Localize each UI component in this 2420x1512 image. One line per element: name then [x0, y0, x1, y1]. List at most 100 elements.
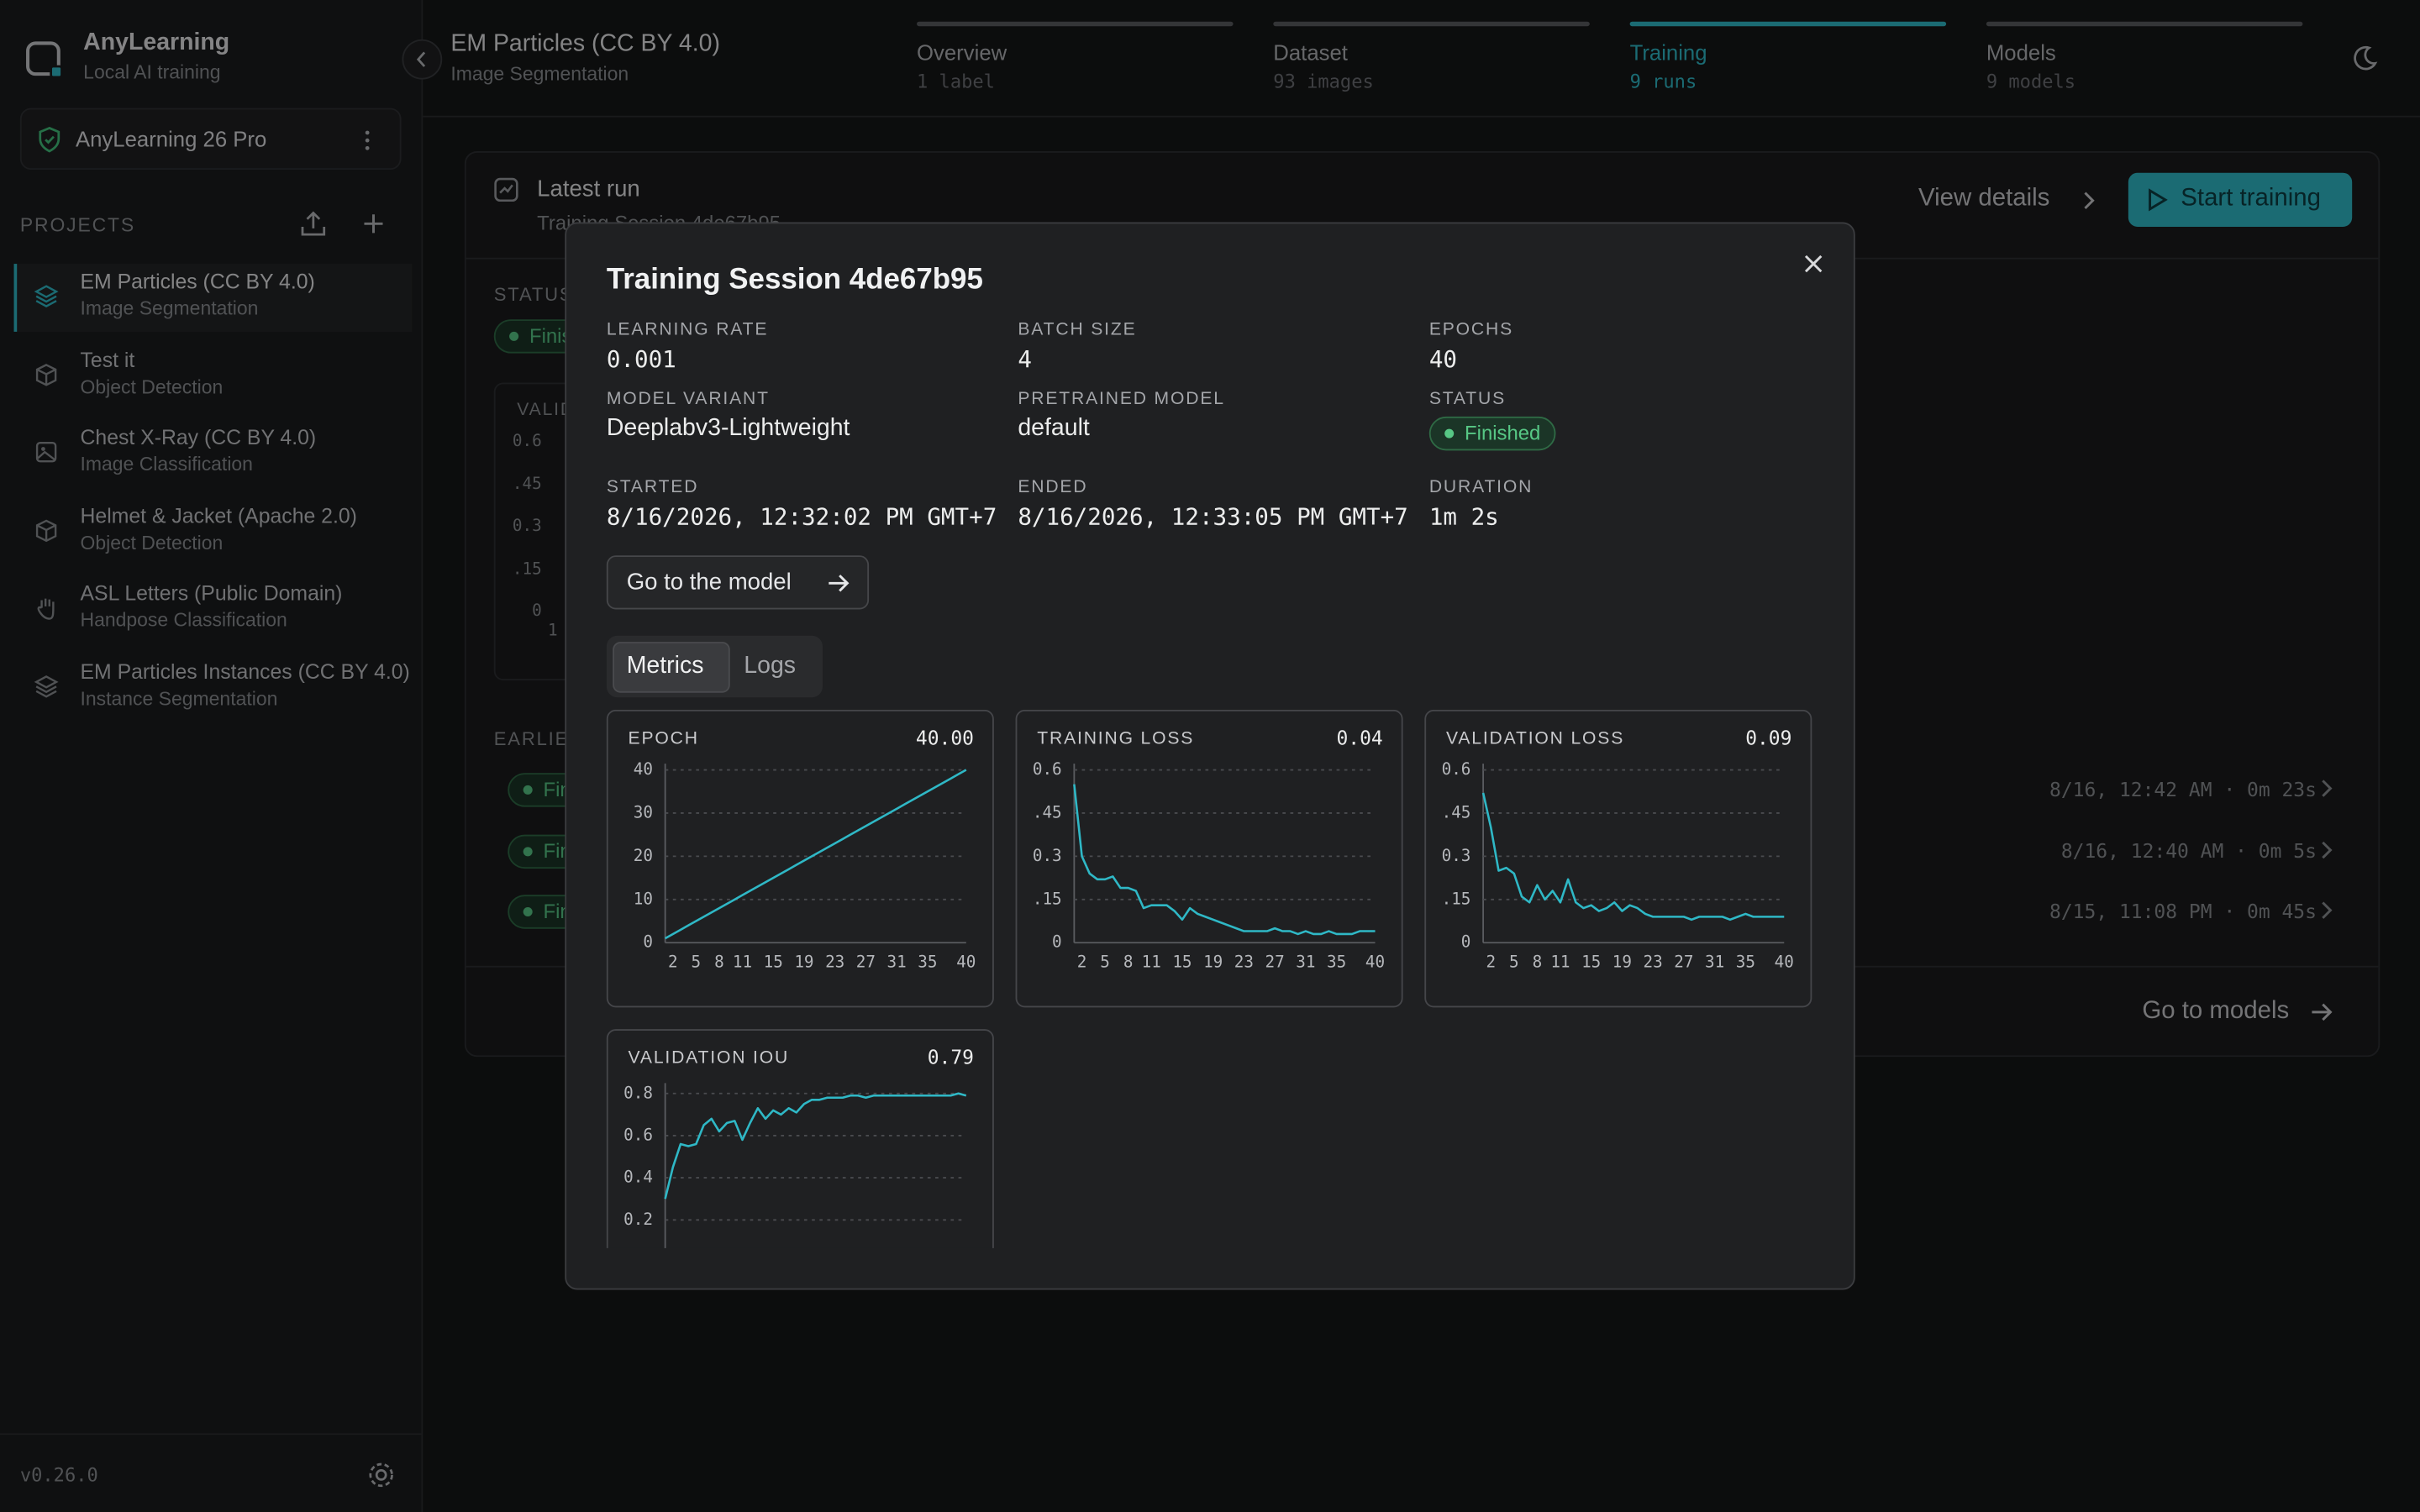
project-item[interactable]: ASL Letters (Public Domain) Handpose Clas… [0, 576, 409, 644]
close-button[interactable] [1802, 253, 1824, 275]
step-label[interactable]: Models [1986, 39, 2056, 66]
project-icon [34, 285, 59, 307]
step-label[interactable]: Overview [917, 39, 1007, 66]
more-icon[interactable] [361, 128, 374, 152]
field-label: STATUS [1428, 390, 1507, 409]
sidebar: AnyLearning Local AI training AnyLearnin… [0, 0, 424, 1512]
start-training-button[interactable]: Start training [2128, 172, 2353, 228]
y-tick-label: 0 [1052, 932, 1062, 952]
field-label: STARTED [606, 478, 699, 497]
theme-toggle[interactable] [2350, 45, 2378, 72]
y-tick-label: 10 [634, 889, 653, 908]
field-value: default [1018, 415, 1090, 442]
y-tick-label: 0.3 [1033, 846, 1062, 865]
x-tick-label: 31 [1296, 953, 1315, 972]
field-label: BATCH SIZE [1018, 321, 1137, 340]
project-name: ASL Letters (Public Domain) [80, 582, 343, 606]
x-tick-label: 31 [887, 953, 907, 972]
metric-chart: EPOCH 40.00 40 30 20 10 02 5 8 11 15 19 23 27 31 35 40 [629, 727, 976, 972]
project-item[interactable]: Helmet & Jacket (Apache 2.0) Object Detec… [0, 498, 409, 566]
metric-card: TRAINING LOSS 0.04 0.6 .45 0.3 .15 0 2 5 8 11 15 19 2… [1015, 709, 1403, 1008]
collapse-button[interactable] [402, 39, 444, 81]
y-tick-label: .45 [1033, 802, 1062, 822]
metric-chart: VALIDATION LOSS 0.09 0.6 .45 0.3 .15 02 5 8 11 15 1… [1442, 727, 1794, 972]
header-divider [423, 115, 2420, 118]
arrow-icon [2312, 1003, 2333, 1021]
settings-icon[interactable] [367, 1461, 395, 1488]
metric-card: EPOCH 40.00 40 30 20 10 0 2 5 8 11 15 19 23 27 31 35 40 [606, 709, 994, 1008]
project-name: Test it [80, 348, 135, 371]
project-item[interactable]: Test it Object Detection [0, 342, 409, 410]
x-tick-label: 40 [1775, 953, 1794, 972]
shield-icon [39, 126, 60, 153]
project-icon [35, 363, 57, 386]
add-icon[interactable] [361, 212, 386, 236]
project-item[interactable]: Chest X-Ray (CC BY 4.0) Image Classificat… [0, 420, 409, 488]
tab-active-bg [613, 642, 730, 693]
tab-metrics[interactable]: Metrics [626, 652, 704, 680]
step-label[interactable]: Training [1629, 39, 1707, 66]
y-tick-label: .15 [1442, 889, 1471, 908]
metric-card: VALIDATION LOSS 0.09 0.6 .45 0.3 .15 0 2 5 8 11 15 1… [1424, 709, 1812, 1008]
status-badge: Finished [1428, 416, 1556, 451]
tab-logs[interactable]: Logs [744, 652, 797, 680]
project-type: Image Classification [80, 454, 253, 476]
x-tick-label: 40 [1365, 953, 1385, 972]
step-detail: 9 models [1986, 71, 2076, 93]
field-label: ENDED [1018, 478, 1088, 497]
x-tick-label: 5 [1100, 953, 1110, 972]
project-name: EM Particles Instances (CC BY 4.0) [80, 660, 409, 684]
x-tick-label: 11 [733, 953, 752, 972]
go-to-model-button[interactable]: Go to the model [606, 555, 870, 610]
project-item[interactable]: EM Particles (CC BY 4.0) Image Segmentati… [13, 264, 413, 332]
x-tick-label: 19 [1203, 953, 1223, 972]
run-time: 8/16, 12:40 AM · 0m 5s [2060, 838, 2317, 862]
field-label: PRETRAINED MODEL [1018, 390, 1225, 409]
y-tick-label: .15 [1033, 889, 1062, 908]
app-name: AnyLearning [83, 29, 230, 56]
x-tick-label: 5 [1509, 953, 1519, 972]
y-tick-label: 0.6 [1442, 759, 1471, 779]
status-heading: STATUS [493, 283, 574, 306]
field-value: 1m 2s [1428, 502, 1499, 531]
field-value: 8/16/2026, 12:32:02 PM GMT+7 [606, 502, 997, 531]
chevron-icon [2322, 840, 2333, 858]
x-tick-label: 40 [956, 953, 976, 972]
x-tick-label: 19 [1612, 953, 1632, 972]
x-tick-label: 23 [825, 953, 844, 972]
y-tick-label: 20 [634, 846, 653, 865]
project-type: Object Detection [80, 532, 224, 554]
step-bar [1273, 21, 1590, 27]
license-name: AnyLearning 26 Pro [76, 126, 267, 152]
project-item[interactable]: EM Particles Instances (CC BY 4.0) Instan… [0, 654, 409, 722]
metric-line [664, 1092, 967, 1200]
license-box[interactable]: AnyLearning 26 Pro [19, 108, 402, 171]
field-value: 0.001 [606, 345, 676, 374]
y-tick-label: 0 [643, 932, 653, 952]
y-tick-label: 0.6 [623, 1125, 653, 1144]
x-tick-label: 2 [1077, 953, 1087, 972]
latest-run-title: Latest run [537, 176, 640, 202]
view-details-link[interactable]: View details [1918, 185, 2050, 212]
run-time: 8/15, 11:08 PM · 0m 45s [2049, 899, 2317, 923]
step-label[interactable]: Dataset [1273, 39, 1348, 66]
sidebar-footer-divider [0, 1433, 422, 1436]
project-type: Image Segmentation [80, 297, 259, 320]
x-tick-label: 35 [918, 953, 937, 972]
import-icon[interactable] [299, 210, 327, 238]
metrics-panel: EPOCH 40.00 40 30 20 10 0 2 5 8 11 15 19 23 27 31 35 40 TR… [566, 709, 1854, 1248]
training-session-modal: Training Session 4de67b95 LEARNING RATE 0… [565, 222, 1855, 1290]
app-subtitle: Local AI training [83, 61, 221, 84]
chart-title: VALIDATION LOSS [1446, 728, 1624, 748]
step-bar [917, 21, 1234, 27]
x-tick-label: 23 [1234, 953, 1254, 972]
chevron-icon [2322, 901, 2333, 919]
field-value: Deeplabv3-Lightweight [606, 415, 850, 442]
go-to-models-link[interactable]: Go to models [2142, 998, 2290, 1025]
chart-title: EPOCH [629, 728, 699, 748]
run-time: 8/16, 12:42 AM · 0m 23s [2049, 777, 2317, 801]
x-tick-label: 11 [1550, 953, 1570, 972]
project-type: Image Segmentation [450, 63, 629, 86]
step-bar [1629, 21, 1947, 27]
